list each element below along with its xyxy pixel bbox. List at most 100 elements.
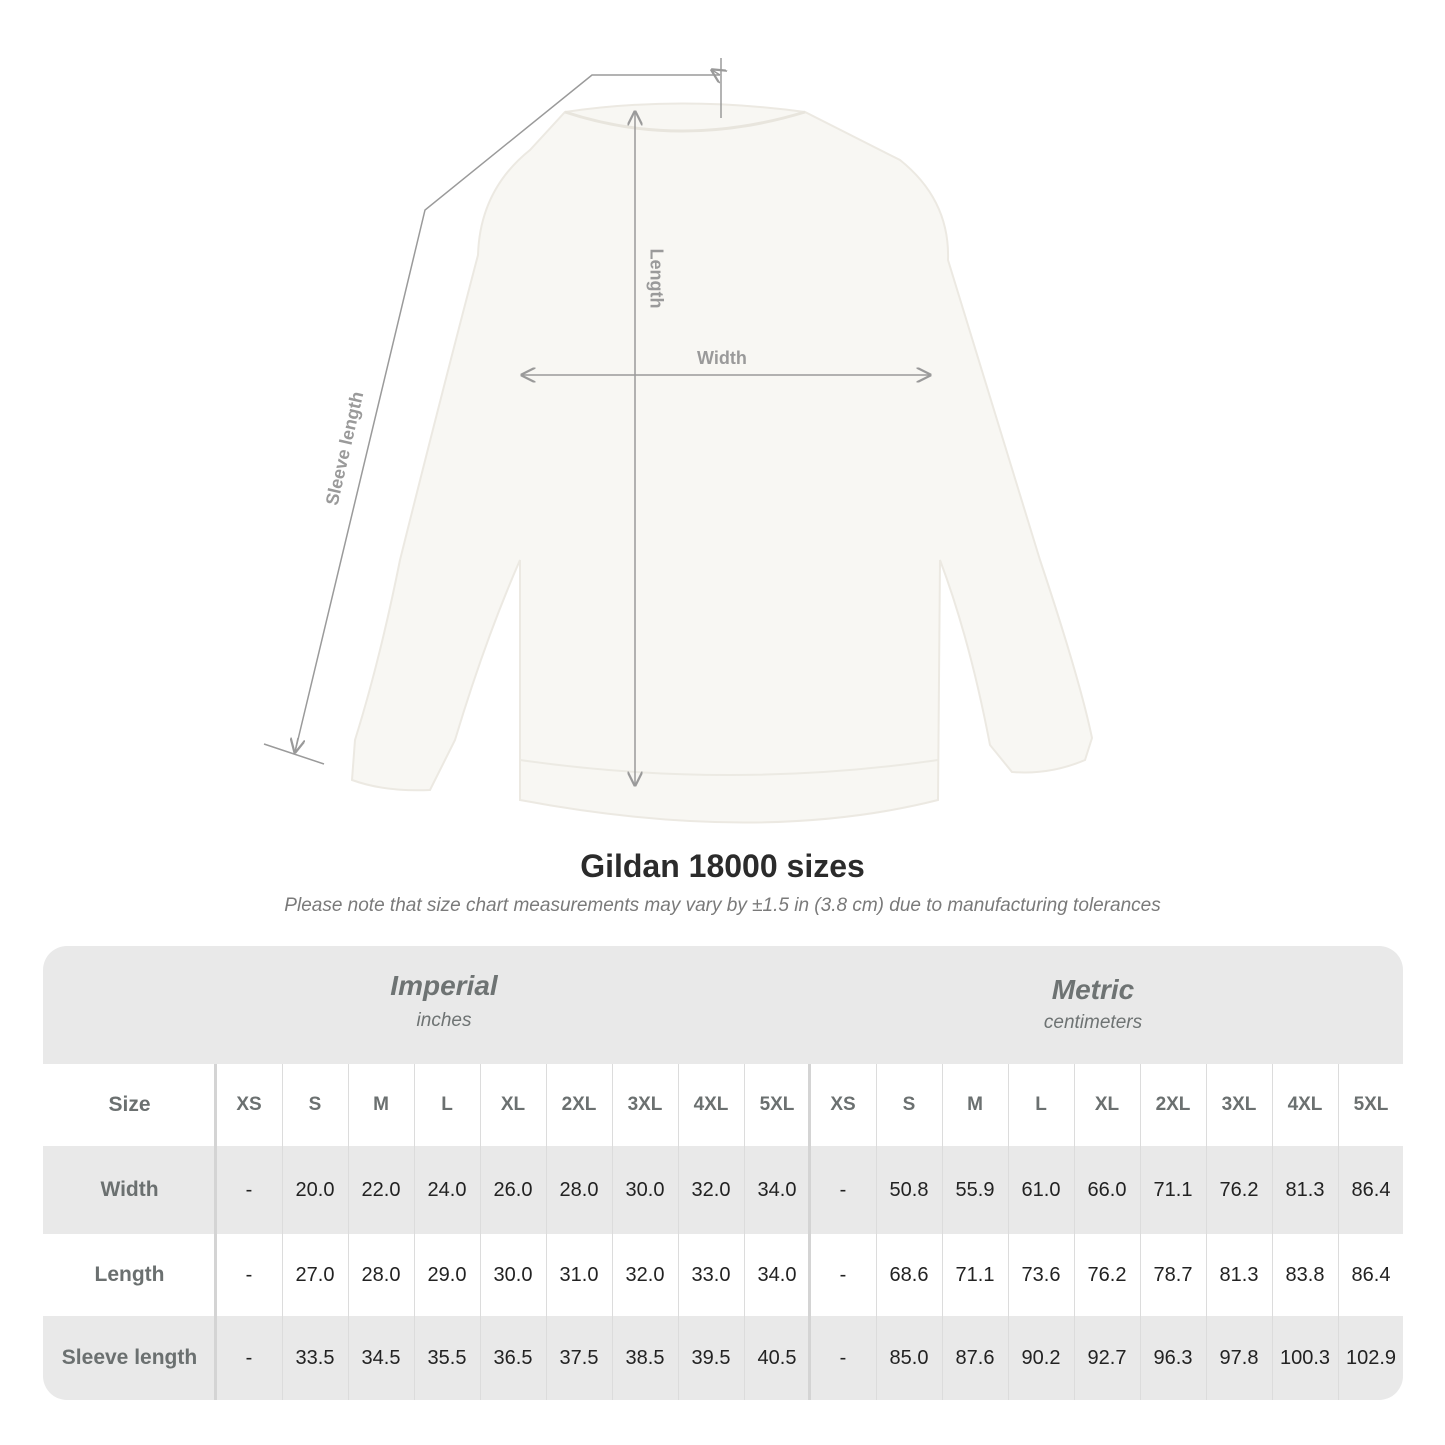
table-cell: 36.5 (493, 1346, 533, 1369)
size-header-cell: 3XL (627, 1094, 663, 1115)
table-cell: 37.5 (559, 1346, 599, 1369)
table-cell: 30.0 (493, 1263, 533, 1286)
table-cell: 34.5 (361, 1346, 401, 1369)
size-column-header: Size (108, 1093, 151, 1116)
size-header-cell: 5XL (1353, 1094, 1389, 1115)
table-cell: 90.2 (1021, 1346, 1061, 1369)
size-header-cell: 4XL (693, 1094, 729, 1115)
table-cell: 22.0 (361, 1178, 401, 1201)
table-cell: 78.7 (1153, 1263, 1193, 1286)
table-cell: 38.5 (625, 1346, 665, 1369)
column-divider (744, 1064, 745, 1400)
table-cell: 32.0 (625, 1263, 665, 1286)
table-cell: 81.3 (1285, 1178, 1325, 1201)
table-cell: 87.6 (955, 1346, 995, 1369)
size-header-cell: 3XL (1221, 1094, 1257, 1115)
table-header-band (43, 946, 1403, 1064)
table-row: Length - 27.0 28.0 29.0 30.0 31.0 32.0 33.0 34.0 -… (43, 1234, 1403, 1316)
sweatshirt-diagram (263, 58, 1094, 824)
table-cell: 32.0 (691, 1178, 731, 1201)
table-cell: 28.0 (361, 1263, 401, 1286)
column-divider (348, 1064, 349, 1400)
imperial-title: Imperial (390, 970, 498, 1001)
imperial-header: Imperial inches (216, 946, 672, 1064)
table-cell: 102.9 (1345, 1346, 1397, 1369)
width-label: Width (697, 348, 747, 368)
column-divider (612, 1064, 613, 1400)
size-table: Imperial inches Metric centimeters Size X… (43, 946, 1403, 1400)
column-divider (214, 1064, 217, 1400)
table-cell: 28.0 (559, 1178, 599, 1201)
column-divider (942, 1064, 943, 1400)
table-cell: 66.0 (1087, 1178, 1127, 1201)
size-header-cell: XS (830, 1094, 856, 1115)
table-cell: 92.7 (1087, 1346, 1127, 1369)
table-cell: 61.0 (1021, 1178, 1061, 1201)
table-cell: 86.4 (1351, 1263, 1391, 1286)
size-header-cell: L (441, 1094, 453, 1115)
size-header-cell: 2XL (561, 1094, 597, 1115)
metric-unit: centimeters (1043, 1012, 1143, 1033)
tolerance-note: Please note that size chart measurements… (284, 895, 1161, 916)
table-cell: 96.3 (1153, 1346, 1193, 1369)
column-divider (1272, 1064, 1273, 1400)
table-cell: 83.8 (1285, 1263, 1325, 1286)
table-cell: 97.8 (1219, 1346, 1259, 1369)
table-cell: 26.0 (493, 1178, 533, 1201)
table-cell: 73.6 (1021, 1263, 1061, 1286)
table-cell: 30.0 (625, 1178, 665, 1201)
table-cell: 100.3 (1279, 1346, 1331, 1369)
column-divider (414, 1064, 415, 1400)
table-cell: 39.5 (691, 1346, 731, 1369)
table-cell: 76.2 (1219, 1178, 1259, 1201)
column-divider (678, 1064, 679, 1400)
column-divider (1008, 1064, 1009, 1400)
size-header-cell: M (373, 1094, 389, 1115)
size-header-cell: S (902, 1094, 916, 1115)
row-label: Width (100, 1178, 159, 1201)
table-cell: 33.0 (691, 1263, 731, 1286)
metric-header: Metric centimeters (863, 946, 1323, 1064)
column-divider (1074, 1064, 1075, 1400)
size-header-cell: 4XL (1287, 1094, 1323, 1115)
column-divider (1338, 1064, 1339, 1400)
table-cell: 85.0 (889, 1346, 929, 1369)
column-divider (876, 1064, 877, 1400)
column-divider (808, 1064, 811, 1400)
table-cell: - (245, 1178, 253, 1201)
column-divider (480, 1064, 481, 1400)
size-header-cell: 2XL (1155, 1094, 1191, 1115)
column-divider (282, 1064, 283, 1400)
column-divider (1140, 1064, 1141, 1400)
row-label: Length (94, 1263, 165, 1286)
table-cell: 40.5 (757, 1346, 797, 1369)
size-header-cell: M (967, 1094, 983, 1115)
table-cell: - (245, 1263, 253, 1286)
table-cell: - (839, 1178, 847, 1201)
table-cell: 50.8 (889, 1178, 929, 1201)
sweatshirt-image (350, 102, 1094, 824)
measurement-lines (263, 58, 930, 785)
page-title: Gildan 18000 sizes (580, 848, 865, 884)
table-cell: 76.2 (1087, 1263, 1127, 1286)
table-cell: 27.0 (295, 1263, 335, 1286)
size-header-cell: XL (1094, 1094, 1120, 1115)
table-cell: - (839, 1263, 847, 1286)
imperial-unit: inches (416, 1010, 472, 1031)
table-cell: 20.0 (295, 1178, 335, 1201)
table-cell: 81.3 (1219, 1263, 1259, 1286)
row-label: Sleeve length (61, 1346, 198, 1369)
table-cell: 86.4 (1351, 1178, 1391, 1201)
table-cell: 31.0 (559, 1263, 599, 1286)
table-cell: 34.0 (757, 1263, 797, 1286)
table-cell: 29.0 (427, 1263, 467, 1286)
size-header-cell: XS (236, 1094, 262, 1115)
length-label: Length (646, 248, 667, 309)
table-cell: 71.1 (955, 1263, 995, 1286)
table-cell: 55.9 (955, 1178, 995, 1201)
table-row: Sleeve length - 33.5 34.5 35.5 36.5 37.5 38.5 39… (43, 1316, 1403, 1400)
size-header-cell: S (308, 1094, 322, 1115)
column-divider (546, 1064, 547, 1400)
size-header-cell: 5XL (759, 1094, 795, 1115)
table-cell: 24.0 (427, 1178, 467, 1201)
